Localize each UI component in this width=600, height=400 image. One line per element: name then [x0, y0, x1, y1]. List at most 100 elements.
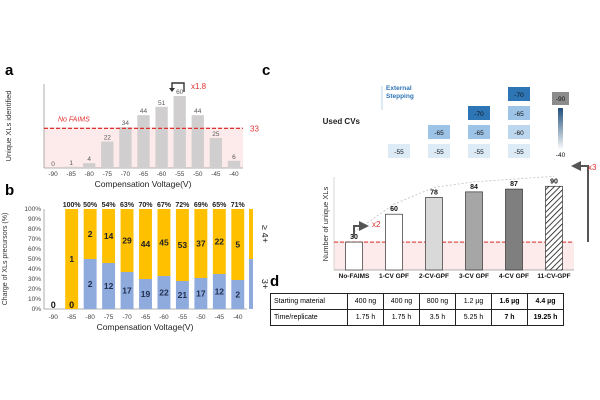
- data-label-4plus: 5: [235, 240, 240, 250]
- y-tick-label: 80%: [28, 226, 41, 233]
- bar-segment-4plus: [102, 209, 116, 263]
- y-tick-label: 90%: [28, 216, 41, 223]
- data-label-4plus: 1: [69, 254, 74, 264]
- percent-label: 50%: [83, 202, 98, 209]
- data-label-3plus: 19: [141, 289, 151, 299]
- cv-box-label: -55: [474, 149, 484, 156]
- data-label-3plus: 2: [235, 290, 240, 300]
- y-tick-label: 100%: [24, 206, 41, 213]
- bar-segment-4plus: [157, 209, 171, 276]
- table-cell: 800 ng: [419, 293, 456, 310]
- cv-box-label: -65: [474, 130, 484, 137]
- x-tick-label: -70: [121, 171, 131, 178]
- bar: [227, 160, 241, 168]
- panel-letter-c: c: [262, 62, 271, 79]
- bar: [465, 191, 483, 271]
- x-tick-label: -65: [139, 171, 149, 178]
- x-tick-label: -80: [85, 171, 95, 178]
- x-tick-label: 1-CV GPF: [379, 273, 409, 280]
- bar: [155, 106, 168, 168]
- bar-segment-4plus: [231, 209, 245, 280]
- y-axis-title: Charge of XLs precursors (%): [2, 213, 9, 306]
- table-cell: 19.25 h: [527, 309, 564, 326]
- legend-3plus-label: 3+: [260, 279, 268, 289]
- panel-b-chart: 0% 10% 20% 30% 40% 50% 60% 70% 80% 90% 100% -90 0 -8…: [2, 202, 268, 332]
- x-tick-label: -50: [196, 314, 206, 321]
- x3-arrow-icon: [571, 161, 589, 242]
- bar: [345, 241, 363, 271]
- data-label: 60: [176, 89, 184, 96]
- cv-box: [468, 125, 490, 139]
- bar: [545, 185, 563, 271]
- x-tick-label: 11-CV-GPF: [537, 273, 570, 280]
- data-label: 84: [470, 184, 478, 191]
- x-tick-label: -85: [67, 314, 77, 321]
- gradient-top-label: -90: [556, 96, 566, 103]
- cv-box: [508, 125, 530, 139]
- x-tick-label: -65: [141, 314, 151, 321]
- data-label: 34: [122, 120, 130, 127]
- data-label-4plus: 37: [196, 239, 206, 249]
- x-axis-title: Compensation Voltage(V): [95, 179, 192, 189]
- data-label: 25: [212, 131, 220, 138]
- data-label-4plus: 29: [122, 236, 132, 246]
- cv-box-label: -65: [434, 130, 444, 137]
- y-axis-title: Unique XLs identified: [4, 91, 13, 162]
- legend-swatch-4plus: [249, 209, 253, 259]
- external-stepping-label: External Stepping: [386, 85, 414, 100]
- cv-box-label: -70: [514, 92, 524, 99]
- cv-box-label: -55: [514, 149, 524, 156]
- bar-segment-3plus: [102, 263, 116, 309]
- data-label: 90: [550, 178, 558, 185]
- x-axis-title: Compensation Voltage(V): [97, 322, 194, 332]
- bar-segment-4plus: [175, 209, 189, 281]
- percent-label: 70%: [138, 202, 153, 209]
- x-tick-label: -45: [215, 314, 225, 321]
- cv-box: [508, 144, 530, 158]
- panel-d-table: Starting material 400 ng 400 ng 800 ng 1…: [270, 293, 564, 326]
- y-tick-label: 10%: [28, 296, 41, 303]
- bar-segment-4plus: [120, 209, 134, 272]
- table-row: Starting material 400 ng 400 ng 800 ng 1…: [270, 293, 564, 310]
- cv-box-label: -70: [474, 111, 484, 118]
- used-cvs-label: Used CVs: [323, 117, 361, 126]
- cv-box: [508, 106, 530, 120]
- cv-box-label: -55: [434, 149, 444, 156]
- data-label-3plus: 2: [88, 279, 93, 289]
- zero-label: 0: [69, 300, 74, 310]
- data-label: 6: [232, 154, 236, 161]
- data-label: 44: [140, 108, 148, 115]
- zero-label: 0: [51, 300, 56, 310]
- data-label: 44: [194, 108, 202, 115]
- data-label: 4: [87, 156, 91, 163]
- x-tick-label: -75: [103, 171, 113, 178]
- cv-box: [468, 106, 490, 120]
- legend-4plus-label: ≥ 4+: [260, 225, 268, 243]
- x-tick-label: -60: [157, 171, 167, 178]
- cv-box: [428, 125, 450, 139]
- table-cell: 5.25 h: [455, 309, 492, 326]
- bar: [119, 127, 132, 168]
- bar-segment-3plus: [194, 278, 208, 309]
- x-tick-label: No-FAIMS: [339, 273, 370, 280]
- x-tick-label: -90: [49, 314, 59, 321]
- x-tick-label: -55: [175, 171, 185, 178]
- table-row: Time/replicate 1.75 h 1.75 h 3.5 h 5.25 …: [270, 309, 564, 326]
- table-cell: 1.6 µg: [491, 293, 528, 310]
- percent-label: 65%: [212, 202, 227, 209]
- y-tick-label: 20%: [28, 286, 41, 293]
- data-label-4plus: 53: [178, 240, 188, 250]
- data-label: 22: [104, 135, 112, 142]
- x-tick-label: -90: [48, 171, 58, 178]
- fold-change-annotation: x1.8: [191, 82, 207, 91]
- bar: [64, 166, 78, 168]
- data-label-3plus: 22: [159, 288, 169, 298]
- percent-label: 71%: [231, 202, 246, 209]
- bar: [173, 96, 186, 168]
- data-label-4plus: 45: [159, 238, 169, 248]
- bar: [137, 115, 150, 168]
- data-label-3plus: 17: [122, 286, 132, 296]
- bar: [209, 138, 223, 168]
- no-faims-label: No FAIMS: [58, 116, 90, 123]
- x-tick-label: -75: [104, 314, 114, 321]
